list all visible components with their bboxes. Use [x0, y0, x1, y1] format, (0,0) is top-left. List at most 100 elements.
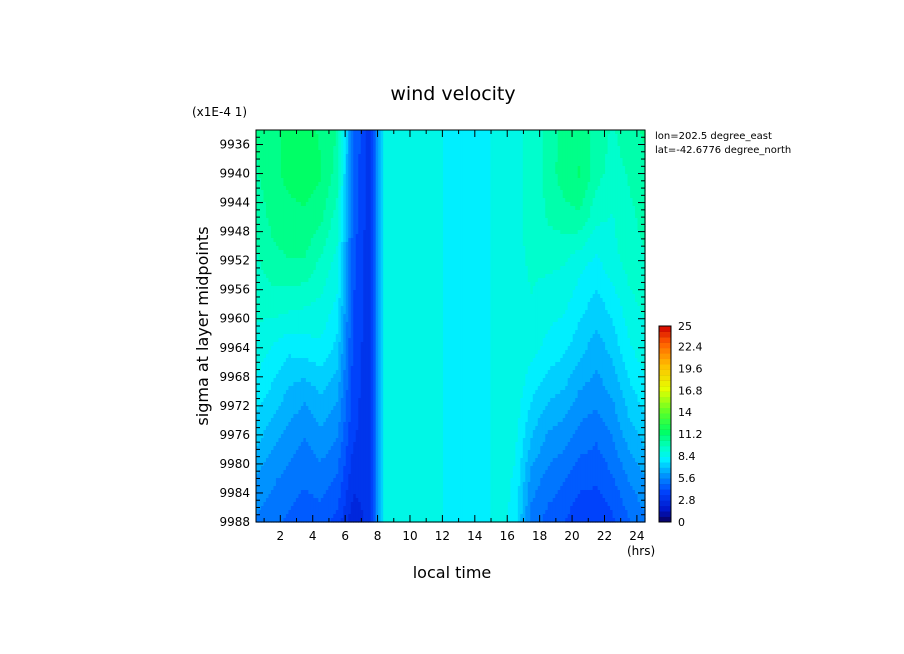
heatmap-cell — [515, 194, 519, 199]
heatmap-cell — [505, 182, 509, 187]
heatmap-cell — [420, 158, 424, 163]
heatmap-cell — [345, 194, 349, 199]
heatmap-cell — [507, 162, 511, 167]
heatmap-cell — [552, 142, 556, 147]
heatmap-cell — [522, 186, 526, 191]
heatmap-cell — [333, 134, 337, 139]
heatmap-cell — [547, 186, 551, 191]
heatmap-cell — [288, 194, 292, 199]
heatmap-cell — [622, 134, 626, 139]
heatmap-cell — [540, 170, 544, 175]
heatmap-cell — [557, 178, 561, 183]
heatmap-cell — [360, 130, 364, 135]
heatmap-cell — [373, 134, 377, 139]
heatmap-cell — [433, 170, 437, 175]
heatmap-cell — [487, 142, 491, 147]
heatmap-cell — [430, 182, 434, 187]
heatmap-cell — [358, 190, 362, 195]
heatmap-cell — [590, 190, 594, 195]
heatmap-cell — [328, 150, 332, 155]
heatmap-cell — [602, 162, 606, 167]
heatmap-cell — [567, 158, 571, 163]
heatmap-cell — [567, 174, 571, 179]
heatmap-cell — [363, 154, 367, 159]
heatmap-cell — [537, 190, 541, 195]
heatmap-cell — [545, 130, 549, 135]
heatmap-cell — [280, 194, 285, 199]
heatmap-cell — [288, 174, 292, 179]
heatmap-cell — [260, 170, 265, 175]
heatmap-cell — [275, 186, 280, 191]
heatmap-cell — [552, 158, 556, 163]
heatmap-cell — [438, 194, 442, 199]
heatmap-cell — [378, 170, 382, 175]
heatmap-cell — [305, 130, 309, 135]
heatmap-cell — [428, 186, 432, 191]
heatmap-cell — [340, 150, 344, 155]
heatmap-cell — [365, 170, 369, 175]
heatmap-cell — [345, 190, 349, 195]
heatmap-cell — [313, 130, 317, 135]
heatmap-cell — [383, 186, 387, 191]
heatmap-cell — [295, 158, 299, 163]
heatmap-cell — [577, 186, 581, 191]
heatmap-cell — [368, 142, 372, 147]
heatmap-cell — [273, 194, 277, 199]
heatmap-cell — [400, 146, 404, 151]
heatmap-cell — [582, 186, 586, 191]
heatmap-cell — [535, 158, 539, 163]
heatmap-cell — [325, 178, 329, 183]
heatmap-cell — [315, 142, 319, 147]
heatmap-cell — [285, 130, 290, 135]
heatmap-cell — [445, 186, 449, 191]
heatmap-cell — [607, 186, 611, 191]
heatmap-cell — [530, 194, 534, 199]
heatmap-cell — [577, 166, 581, 171]
heatmap-cell — [313, 134, 317, 139]
heatmap-cell — [298, 142, 302, 147]
heatmap-cell — [340, 134, 344, 139]
heatmap-cell — [637, 178, 641, 183]
heatmap-cell — [610, 130, 614, 135]
heatmap-cell — [300, 142, 304, 147]
heatmap-cell — [452, 170, 457, 175]
heatmap-cell — [615, 162, 619, 167]
heatmap-cell — [612, 138, 616, 143]
heatmap-cell — [570, 190, 574, 195]
heatmap-cell — [400, 186, 404, 191]
heatmap-cell — [275, 158, 280, 163]
heatmap-cell — [325, 142, 329, 147]
heatmap-cell — [600, 190, 604, 195]
heatmap-cell — [632, 134, 636, 139]
heatmap-cell — [487, 150, 491, 155]
heatmap-cell — [497, 178, 501, 183]
heatmap-cell — [368, 166, 372, 171]
heatmap-cell — [285, 170, 290, 175]
heatmap-cell — [460, 166, 464, 171]
heatmap-cell — [455, 178, 459, 183]
heatmap-cell — [448, 134, 452, 139]
heatmap-cell — [256, 162, 260, 167]
heatmap-cell — [565, 190, 569, 195]
heatmap-cell — [510, 150, 514, 155]
heatmap-cell — [290, 138, 294, 143]
heatmap-cell — [560, 170, 564, 175]
heatmap-cell — [333, 162, 337, 167]
heatmap-cell — [580, 130, 584, 135]
heatmap-cell — [355, 170, 359, 175]
heatmap-cell — [545, 138, 549, 143]
heatmap-cell — [428, 142, 432, 147]
heatmap-cell — [355, 178, 359, 183]
heatmap-cell — [413, 174, 417, 179]
heatmap-cell — [418, 190, 422, 195]
heatmap-cell — [275, 170, 280, 175]
heatmap-cell — [575, 166, 579, 171]
heatmap-cell — [472, 194, 477, 199]
heatmap-cell — [275, 194, 280, 199]
heatmap-cell — [607, 194, 611, 199]
heatmap-cell — [617, 142, 621, 147]
heatmap-cell — [388, 182, 392, 187]
heatmap-cell — [303, 166, 307, 171]
heatmap-cell — [445, 194, 449, 199]
heatmap-cell — [408, 154, 412, 159]
